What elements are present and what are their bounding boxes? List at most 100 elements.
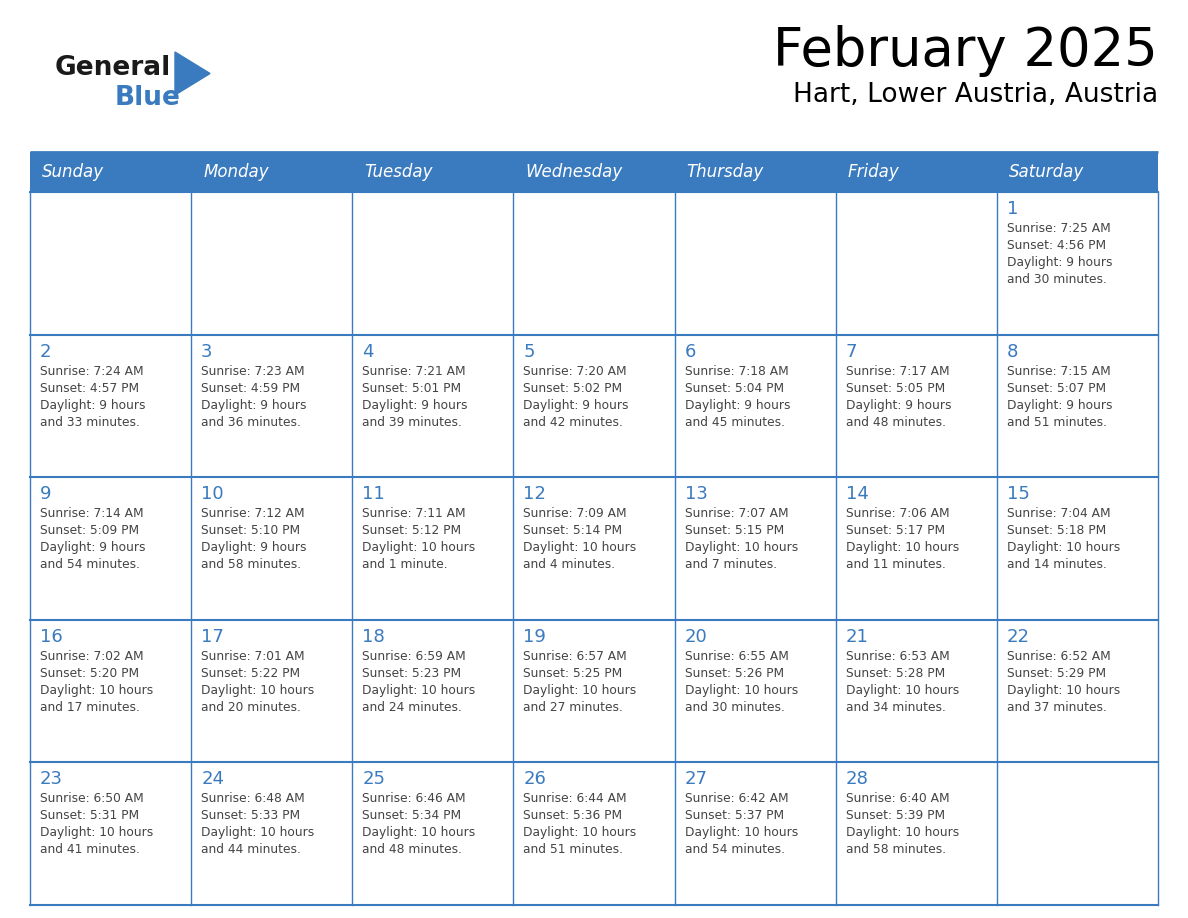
Text: Sunrise: 7:14 AM: Sunrise: 7:14 AM <box>40 508 144 521</box>
Text: Sunset: 5:02 PM: Sunset: 5:02 PM <box>524 382 623 395</box>
Text: Sunrise: 6:57 AM: Sunrise: 6:57 AM <box>524 650 627 663</box>
Text: 26: 26 <box>524 770 546 789</box>
Text: Daylight: 10 hours: Daylight: 10 hours <box>846 826 959 839</box>
Text: Sunset: 5:37 PM: Sunset: 5:37 PM <box>684 810 784 823</box>
Text: Daylight: 10 hours: Daylight: 10 hours <box>362 684 475 697</box>
Text: Daylight: 10 hours: Daylight: 10 hours <box>684 684 798 697</box>
Text: 11: 11 <box>362 486 385 503</box>
Text: Daylight: 10 hours: Daylight: 10 hours <box>201 826 315 839</box>
Text: and 36 minutes.: and 36 minutes. <box>201 416 301 429</box>
Text: Sunrise: 7:15 AM: Sunrise: 7:15 AM <box>1007 364 1111 377</box>
Text: Daylight: 9 hours: Daylight: 9 hours <box>1007 398 1112 411</box>
Text: Daylight: 10 hours: Daylight: 10 hours <box>362 826 475 839</box>
Text: 13: 13 <box>684 486 707 503</box>
Text: and 11 minutes.: and 11 minutes. <box>846 558 946 571</box>
Text: Daylight: 10 hours: Daylight: 10 hours <box>1007 542 1120 554</box>
Text: and 51 minutes.: and 51 minutes. <box>524 844 624 856</box>
Text: Saturday: Saturday <box>1009 163 1085 181</box>
Text: Daylight: 9 hours: Daylight: 9 hours <box>201 542 307 554</box>
Text: Friday: Friday <box>848 163 899 181</box>
Text: Sunday: Sunday <box>42 163 105 181</box>
Text: Sunset: 5:39 PM: Sunset: 5:39 PM <box>846 810 944 823</box>
Text: Daylight: 10 hours: Daylight: 10 hours <box>201 684 315 697</box>
Text: Sunrise: 7:12 AM: Sunrise: 7:12 AM <box>201 508 305 521</box>
Text: Daylight: 9 hours: Daylight: 9 hours <box>524 398 628 411</box>
Text: Sunset: 5:17 PM: Sunset: 5:17 PM <box>846 524 944 537</box>
Text: and 48 minutes.: and 48 minutes. <box>362 844 462 856</box>
Text: Daylight: 9 hours: Daylight: 9 hours <box>362 398 468 411</box>
Text: and 37 minutes.: and 37 minutes. <box>1007 700 1107 714</box>
Text: Sunrise: 7:23 AM: Sunrise: 7:23 AM <box>201 364 305 377</box>
Text: 7: 7 <box>846 342 858 361</box>
Text: Sunset: 5:29 PM: Sunset: 5:29 PM <box>1007 666 1106 680</box>
Text: Sunrise: 6:44 AM: Sunrise: 6:44 AM <box>524 792 627 805</box>
Text: General: General <box>55 55 171 81</box>
Text: Daylight: 10 hours: Daylight: 10 hours <box>40 684 153 697</box>
Text: 3: 3 <box>201 342 213 361</box>
Text: and 45 minutes.: and 45 minutes. <box>684 416 784 429</box>
Text: Sunrise: 7:02 AM: Sunrise: 7:02 AM <box>40 650 144 663</box>
Text: 5: 5 <box>524 342 535 361</box>
Text: Sunset: 4:56 PM: Sunset: 4:56 PM <box>1007 239 1106 252</box>
Text: and 42 minutes.: and 42 minutes. <box>524 416 624 429</box>
Text: 27: 27 <box>684 770 708 789</box>
Text: 12: 12 <box>524 486 546 503</box>
Text: 25: 25 <box>362 770 385 789</box>
Text: Sunset: 5:09 PM: Sunset: 5:09 PM <box>40 524 139 537</box>
Text: Sunrise: 7:04 AM: Sunrise: 7:04 AM <box>1007 508 1111 521</box>
Text: Hart, Lower Austria, Austria: Hart, Lower Austria, Austria <box>792 82 1158 108</box>
Text: and 41 minutes.: and 41 minutes. <box>40 844 140 856</box>
Text: and 44 minutes.: and 44 minutes. <box>201 844 301 856</box>
Text: Sunset: 5:25 PM: Sunset: 5:25 PM <box>524 666 623 680</box>
Text: Sunrise: 7:07 AM: Sunrise: 7:07 AM <box>684 508 788 521</box>
Text: Daylight: 10 hours: Daylight: 10 hours <box>524 826 637 839</box>
Text: February 2025: February 2025 <box>773 25 1158 77</box>
Text: 1: 1 <box>1007 200 1018 218</box>
Text: and 58 minutes.: and 58 minutes. <box>846 844 946 856</box>
Text: Daylight: 9 hours: Daylight: 9 hours <box>1007 256 1112 269</box>
Text: and 34 minutes.: and 34 minutes. <box>846 700 946 714</box>
Text: 9: 9 <box>40 486 51 503</box>
Text: and 30 minutes.: and 30 minutes. <box>1007 273 1107 286</box>
Text: Sunrise: 6:42 AM: Sunrise: 6:42 AM <box>684 792 788 805</box>
Text: Sunset: 5:14 PM: Sunset: 5:14 PM <box>524 524 623 537</box>
Bar <box>30 152 1158 192</box>
Text: Daylight: 9 hours: Daylight: 9 hours <box>201 398 307 411</box>
Bar <box>30 192 1158 905</box>
Text: 19: 19 <box>524 628 546 645</box>
Text: Sunset: 5:22 PM: Sunset: 5:22 PM <box>201 666 301 680</box>
Text: Sunset: 5:15 PM: Sunset: 5:15 PM <box>684 524 784 537</box>
Text: Daylight: 9 hours: Daylight: 9 hours <box>846 398 952 411</box>
Text: Sunset: 5:20 PM: Sunset: 5:20 PM <box>40 666 139 680</box>
Text: Sunrise: 7:21 AM: Sunrise: 7:21 AM <box>362 364 466 377</box>
Text: Sunset: 5:04 PM: Sunset: 5:04 PM <box>684 382 784 395</box>
Text: and 39 minutes.: and 39 minutes. <box>362 416 462 429</box>
Text: 8: 8 <box>1007 342 1018 361</box>
Text: Sunset: 4:57 PM: Sunset: 4:57 PM <box>40 382 139 395</box>
Text: Sunrise: 6:59 AM: Sunrise: 6:59 AM <box>362 650 466 663</box>
Text: and 24 minutes.: and 24 minutes. <box>362 700 462 714</box>
Text: and 33 minutes.: and 33 minutes. <box>40 416 140 429</box>
Text: Sunset: 5:23 PM: Sunset: 5:23 PM <box>362 666 461 680</box>
Text: Sunset: 5:26 PM: Sunset: 5:26 PM <box>684 666 784 680</box>
Text: Blue: Blue <box>115 85 181 111</box>
Text: 15: 15 <box>1007 486 1030 503</box>
Text: Daylight: 10 hours: Daylight: 10 hours <box>524 684 637 697</box>
Text: Sunrise: 6:53 AM: Sunrise: 6:53 AM <box>846 650 949 663</box>
Text: 24: 24 <box>201 770 225 789</box>
Text: Sunset: 5:05 PM: Sunset: 5:05 PM <box>846 382 944 395</box>
Text: Sunrise: 7:17 AM: Sunrise: 7:17 AM <box>846 364 949 377</box>
Text: Sunset: 4:59 PM: Sunset: 4:59 PM <box>201 382 301 395</box>
Text: Sunrise: 6:46 AM: Sunrise: 6:46 AM <box>362 792 466 805</box>
Text: and 30 minutes.: and 30 minutes. <box>684 700 784 714</box>
Text: Sunset: 5:12 PM: Sunset: 5:12 PM <box>362 524 461 537</box>
Text: Tuesday: Tuesday <box>365 163 432 181</box>
Text: Daylight: 10 hours: Daylight: 10 hours <box>846 684 959 697</box>
Text: Sunset: 5:28 PM: Sunset: 5:28 PM <box>846 666 944 680</box>
Text: 2: 2 <box>40 342 51 361</box>
Text: Sunset: 5:07 PM: Sunset: 5:07 PM <box>1007 382 1106 395</box>
Text: and 58 minutes.: and 58 minutes. <box>201 558 302 571</box>
Text: 6: 6 <box>684 342 696 361</box>
Text: Sunset: 5:18 PM: Sunset: 5:18 PM <box>1007 524 1106 537</box>
Text: Sunset: 5:31 PM: Sunset: 5:31 PM <box>40 810 139 823</box>
